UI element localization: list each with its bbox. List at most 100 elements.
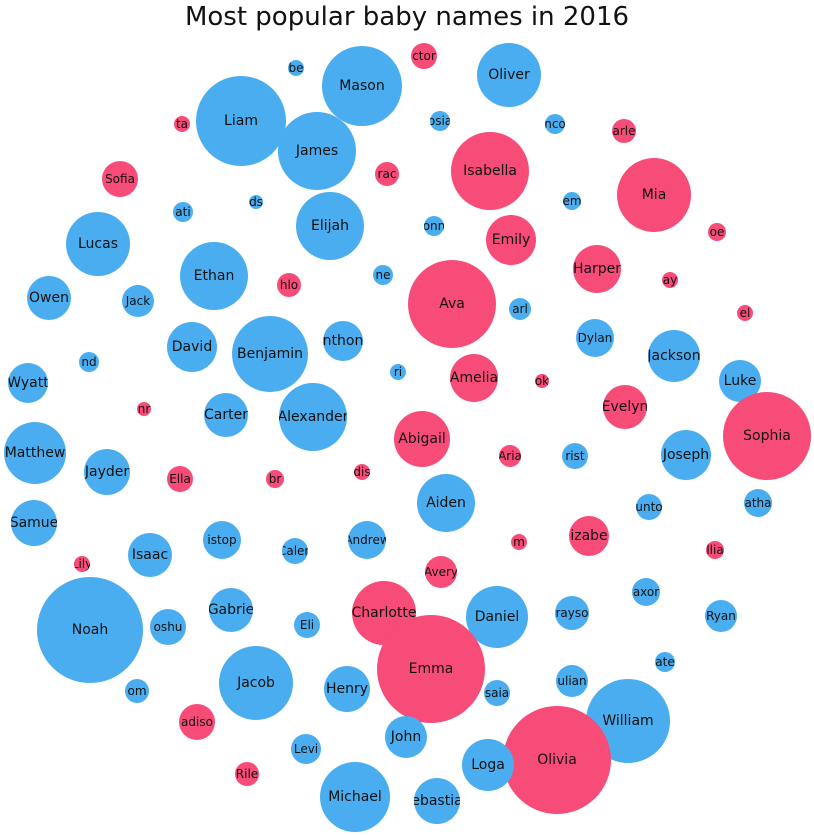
bubble-circle	[744, 489, 772, 517]
bubble-circle	[661, 430, 711, 480]
bubble-girl: ok	[535, 374, 549, 388]
bubble-boy: Eli	[294, 612, 320, 638]
bubble-label: Jayder	[84, 464, 129, 480]
bubble-boy: ne	[373, 265, 393, 285]
bubble-circle	[174, 116, 190, 132]
bubble-boy: Owen	[27, 276, 71, 320]
bubble-boy: Joseph	[661, 430, 711, 480]
bubble-circle	[296, 192, 364, 260]
bubble-boy: Noah	[37, 577, 143, 683]
bubble-circle	[37, 577, 143, 683]
bubble-label: arl	[512, 302, 528, 316]
bubble-boy: axor	[632, 578, 660, 606]
bubble-circle	[484, 680, 510, 706]
bubble-circle	[196, 76, 286, 166]
bubble-label: Jack	[125, 294, 150, 308]
bubble-boy: Daniel	[466, 586, 528, 648]
bubble-label: Jacob	[236, 675, 275, 691]
bubble-boy: Michael	[320, 762, 390, 832]
bubble-circle	[288, 60, 304, 76]
bubble-circle	[277, 273, 301, 297]
bubble-boy: nco	[544, 114, 566, 134]
bubble-girl: Emma	[377, 615, 485, 723]
bubble-circle	[167, 322, 217, 372]
bubble-circle	[390, 364, 406, 380]
bubble-boy: Carter	[204, 393, 248, 437]
bubble-label: Mia	[642, 187, 667, 203]
bubble-boy: ri	[390, 364, 406, 380]
bubble-circle	[511, 534, 527, 550]
bubble-label: Andrew	[344, 533, 389, 547]
bubble-boy: onn	[423, 216, 446, 236]
bubble-boy: Mason	[322, 46, 402, 126]
bubble-circle	[450, 354, 498, 402]
bubble-girl: Abigail	[394, 411, 450, 467]
bubble-circle	[563, 192, 581, 210]
bubble-boy: nthon	[323, 321, 364, 361]
bubble-label: Michael	[328, 789, 382, 805]
bubble-boy: James	[278, 112, 356, 190]
bubble-girl: Sofia	[102, 161, 138, 197]
bubble-label: Olivia	[537, 752, 577, 768]
bubble-label: Charlotte	[351, 605, 416, 621]
bubble-label: Rile	[236, 767, 258, 781]
bubble-boy: em	[563, 192, 581, 210]
bubble-label: Avery	[424, 565, 458, 579]
bubble-girl: Amelia	[450, 354, 498, 402]
bubble-label: atha	[744, 496, 771, 510]
bubble-girl: Mia	[617, 158, 691, 232]
bubble-girl: adiso	[179, 704, 215, 740]
bubble-label: Ella	[169, 472, 191, 486]
bubble-boy: Dylan	[576, 319, 614, 357]
bubble-boy: Samue	[11, 500, 57, 546]
bubble-boy: Benjamin	[232, 316, 308, 392]
bubble-label: onn	[423, 219, 446, 233]
bubble-girl: Emily	[486, 215, 536, 265]
bubble-label: ati	[175, 205, 190, 219]
bubble-circle	[137, 402, 151, 416]
bubble-circle	[167, 466, 193, 492]
bubble-label: Owen	[29, 290, 69, 306]
bubble-girl: m	[511, 534, 527, 550]
bubble-circle	[569, 516, 609, 556]
bubble-label: Joseph	[662, 447, 709, 463]
bubble-circle	[209, 588, 253, 632]
bubble-circle	[617, 158, 691, 232]
bubble-boy: Elijah	[296, 192, 364, 260]
bubble-label: Isabella	[463, 163, 517, 179]
bubble-girl: Rile	[235, 762, 259, 786]
bubble-label: Emma	[409, 661, 454, 677]
bubble-boy: Oliver	[477, 43, 541, 107]
bubble-label: Lucas	[78, 236, 118, 252]
bubble-label: m	[513, 535, 525, 549]
bubble-boy: Wyatt	[8, 363, 48, 403]
bubbles-group: Liam Mason Oliver James Isabella Mia Sofia Luca…	[4, 43, 811, 832]
bubble-boy: Jayder	[84, 449, 130, 495]
bubble-label: be	[289, 61, 304, 75]
bubble-boy: ds	[249, 195, 263, 209]
bubble-circle	[235, 762, 259, 786]
bubble-circle	[737, 305, 753, 321]
bubble-circle	[414, 778, 460, 824]
bubble-circle	[573, 245, 621, 293]
bubble-boy: nd	[79, 352, 99, 372]
bubble-girl: Olivia	[503, 706, 611, 814]
bubble-boy: Loga	[462, 739, 514, 791]
bubble-label: oe	[710, 225, 725, 239]
bubble-label: el	[740, 306, 751, 320]
bubble-circle	[204, 393, 248, 437]
bubble-label: dis	[353, 465, 370, 479]
bubble-girl: Ava	[408, 260, 496, 348]
bubble-circle	[203, 521, 241, 559]
bubble-circle	[8, 363, 48, 403]
bubble-boy: ulian	[556, 665, 588, 697]
bubble-label: Harper	[573, 261, 621, 277]
bubble-label: nthon	[323, 333, 364, 349]
bubble-circle	[354, 464, 370, 480]
bubble-circle	[535, 374, 549, 388]
bubble-label: rist	[565, 449, 585, 463]
bubble-girl: hlo	[277, 273, 301, 297]
bubble-label: nco	[544, 117, 566, 131]
bubble-circle	[128, 533, 172, 577]
bubble-circle	[556, 665, 588, 697]
